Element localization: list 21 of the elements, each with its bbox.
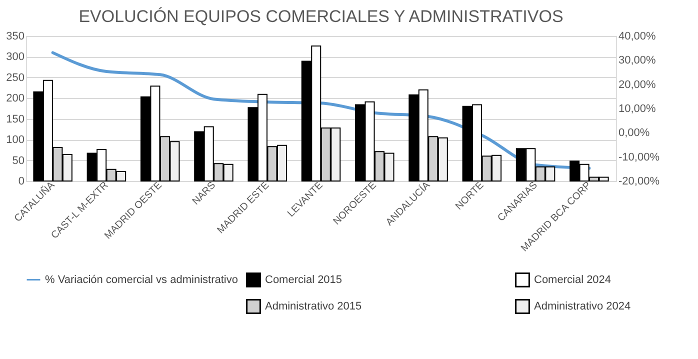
y2-tick-label: 10,00% xyxy=(618,103,656,115)
y2-tick-label: 30,00% xyxy=(618,54,656,67)
y2-tick-label: 0,00% xyxy=(618,127,650,140)
y-tick-label: 0 xyxy=(18,176,24,188)
y-tick-label: 50 xyxy=(12,154,24,167)
legend-label: Comercial 2024 xyxy=(534,274,612,286)
legend-label: Comercial 2015 xyxy=(265,274,342,286)
y-tick-label: 200 xyxy=(6,92,24,105)
y-tick-label: 300 xyxy=(6,51,24,64)
y2-tick-label: 40,00% xyxy=(618,30,656,42)
y-tick-label: 150 xyxy=(6,113,24,126)
y-tick-label: 350 xyxy=(6,30,24,42)
y-tick-label: 250 xyxy=(6,72,24,84)
y2-tick-label: -20,00% xyxy=(618,176,660,188)
legend-label: % Variación comercial vs administrativo xyxy=(45,274,238,286)
y-tick-label: 100 xyxy=(6,134,24,146)
legend-label: Administrativo 2015 xyxy=(265,300,362,312)
chart-title: EVOLUCIÓN EQUIPOS COMERCIALES Y ADMINISTRATIVOS xyxy=(78,7,564,26)
legend-label: Administrativo 2024 xyxy=(534,300,631,312)
y2-tick-label: -10,00% xyxy=(618,151,660,164)
y2-tick-label: 20,00% xyxy=(618,78,656,91)
